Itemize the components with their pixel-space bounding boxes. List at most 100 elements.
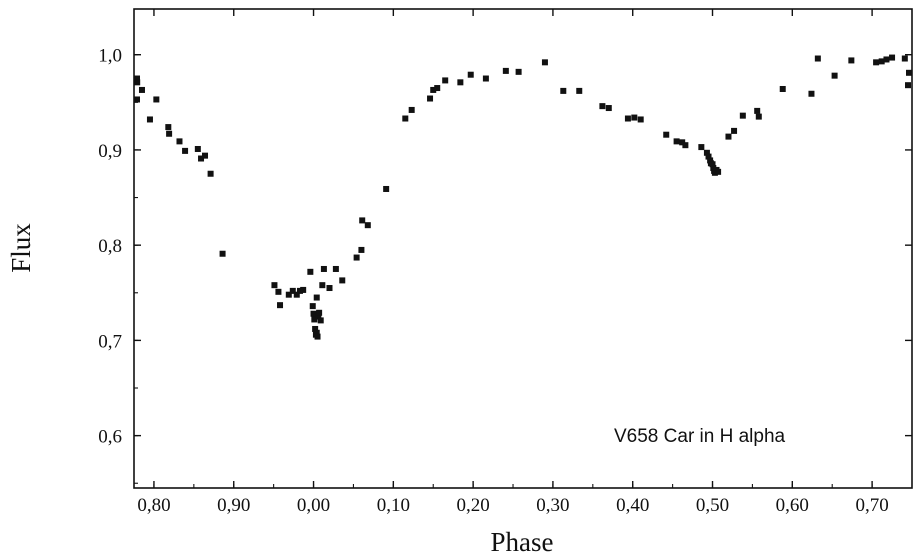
data-point: [831, 72, 838, 79]
data-point: [434, 85, 441, 92]
y-tick-label: 0,8: [98, 236, 122, 257]
data-point: [442, 77, 449, 84]
data-point: [198, 155, 205, 162]
data-point: [289, 287, 296, 294]
data-point: [364, 222, 371, 229]
data-point: [814, 55, 821, 62]
data-point: [663, 131, 670, 138]
data-point: [848, 57, 855, 64]
data-point: [332, 265, 339, 272]
data-point: [300, 286, 307, 293]
y-tick-label: 0,9: [98, 141, 122, 162]
data-point: [698, 144, 705, 151]
data-point: [427, 95, 434, 102]
data-point: [905, 82, 912, 89]
x-tick-label: 0,40: [616, 495, 649, 516]
x-tick-label: 0,30: [536, 495, 569, 516]
data-point: [703, 149, 710, 156]
plot-frame: [133, 8, 913, 489]
y-axis-ticks: 0,6 0,7 0,8 0,9 1,0: [98, 46, 912, 484]
data-point: [317, 317, 324, 324]
data-point: [166, 130, 173, 137]
data-point: [310, 310, 317, 317]
x-tick-label: 0,10: [377, 495, 410, 516]
data-point: [146, 116, 153, 123]
data-point: [755, 113, 762, 120]
data-point: [754, 107, 761, 114]
x-axis-title: Phase: [491, 527, 554, 557]
data-point: [275, 288, 282, 295]
data-point: [402, 115, 409, 122]
data-point: [359, 217, 366, 224]
data-point: [315, 313, 322, 320]
x-axis-ticks: 0,80 0,90 0,00 0,10 0,20 0,30 0,40 0,50 0,60 0,70: [137, 9, 889, 516]
data-point: [285, 291, 292, 298]
data-point: [307, 268, 314, 275]
data-point: [878, 58, 885, 65]
data-point: [457, 79, 464, 86]
data-point: [313, 329, 320, 336]
data-point: [906, 69, 912, 76]
data-point: [430, 86, 437, 93]
y-tick-label: 0,7: [98, 331, 122, 352]
data-point: [682, 142, 689, 149]
data-point: [182, 147, 189, 154]
data-point: [219, 250, 226, 257]
data-point: [353, 254, 360, 261]
data-point: [271, 282, 278, 289]
y-tick-label: 0,6: [98, 427, 122, 448]
data-point: [715, 168, 722, 175]
data-point: [383, 185, 390, 192]
data-point: [467, 71, 474, 78]
data-point: [808, 90, 815, 97]
data-point: [739, 112, 746, 119]
data-point: [889, 54, 896, 61]
data-point: [277, 302, 284, 309]
data-point: [316, 309, 323, 316]
data-point: [779, 85, 786, 92]
data-point: [293, 291, 300, 298]
x-tick-label: 0,50: [696, 495, 729, 516]
x-tick-label: 0,60: [776, 495, 809, 516]
data-point: [599, 103, 606, 110]
data-point: [314, 333, 321, 340]
data-point: [901, 55, 908, 62]
x-tick-label: 0,80: [137, 495, 170, 516]
data-point: [560, 87, 567, 94]
data-point: [725, 133, 732, 140]
data-point: [194, 145, 201, 152]
data-point: [731, 127, 738, 134]
data-point: [705, 153, 712, 160]
data-point: [576, 87, 583, 94]
data-point: [883, 56, 890, 63]
data-point: [709, 161, 716, 168]
data-point: [138, 86, 145, 93]
data-point: [326, 285, 333, 292]
data-point: [541, 59, 548, 66]
data-point: [134, 79, 141, 86]
data-point: [165, 124, 172, 131]
y-axis-title: Flux: [6, 223, 36, 273]
data-point: [502, 67, 509, 74]
data-point: [605, 105, 612, 112]
data-point: [309, 303, 316, 310]
data-point: [134, 75, 140, 82]
data-point: [637, 116, 644, 123]
data-point: [296, 287, 303, 294]
data-point: [207, 170, 214, 177]
data-point: [319, 282, 326, 289]
data-point: [624, 115, 631, 122]
data-point: [339, 277, 346, 284]
x-tick-label: 0,00: [297, 495, 330, 516]
data-point: [358, 246, 365, 253]
x-tick-label: 0,20: [457, 495, 490, 516]
data-point: [176, 138, 183, 145]
data-point: [320, 265, 327, 272]
x-tick-label: 0,90: [217, 495, 250, 516]
data-points: [134, 54, 912, 340]
data-point: [202, 152, 209, 159]
data-point: [679, 139, 686, 146]
data-point: [313, 294, 320, 301]
data-point: [153, 96, 160, 103]
